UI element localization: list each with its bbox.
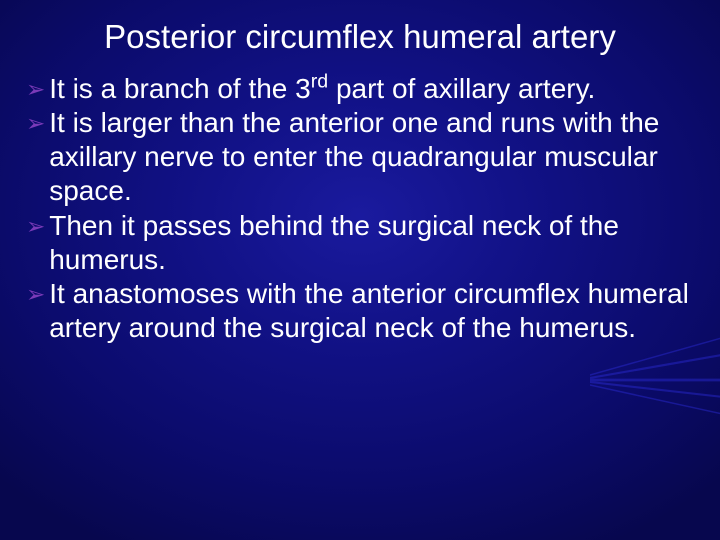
chevron-icon: ➢: [26, 110, 45, 137]
bullet-item: ➢It anastomoses with the anterior circum…: [26, 277, 710, 345]
bullet-list: ➢It is a branch of the 3rd part of axill…: [10, 72, 710, 345]
bullet-text: It is larger than the anterior one and r…: [49, 106, 710, 208]
slide-title: Posterior circumflex humeral artery: [10, 18, 710, 56]
bullet-item: ➢It is larger than the anterior one and …: [26, 106, 710, 208]
chevron-icon: ➢: [26, 76, 45, 103]
bullet-text: Then it passes behind the surgical neck …: [49, 209, 710, 277]
bullet-item: ➢It is a branch of the 3rd part of axill…: [26, 72, 710, 106]
bullet-text: It anastomoses with the anterior circumf…: [49, 277, 710, 345]
slide: Posterior circumflex humeral artery ➢It …: [0, 0, 720, 540]
bullet-item: ➢Then it passes behind the surgical neck…: [26, 209, 710, 277]
bullet-text: It is a branch of the 3rd part of axilla…: [49, 72, 710, 106]
chevron-icon: ➢: [26, 281, 45, 308]
chevron-icon: ➢: [26, 213, 45, 240]
